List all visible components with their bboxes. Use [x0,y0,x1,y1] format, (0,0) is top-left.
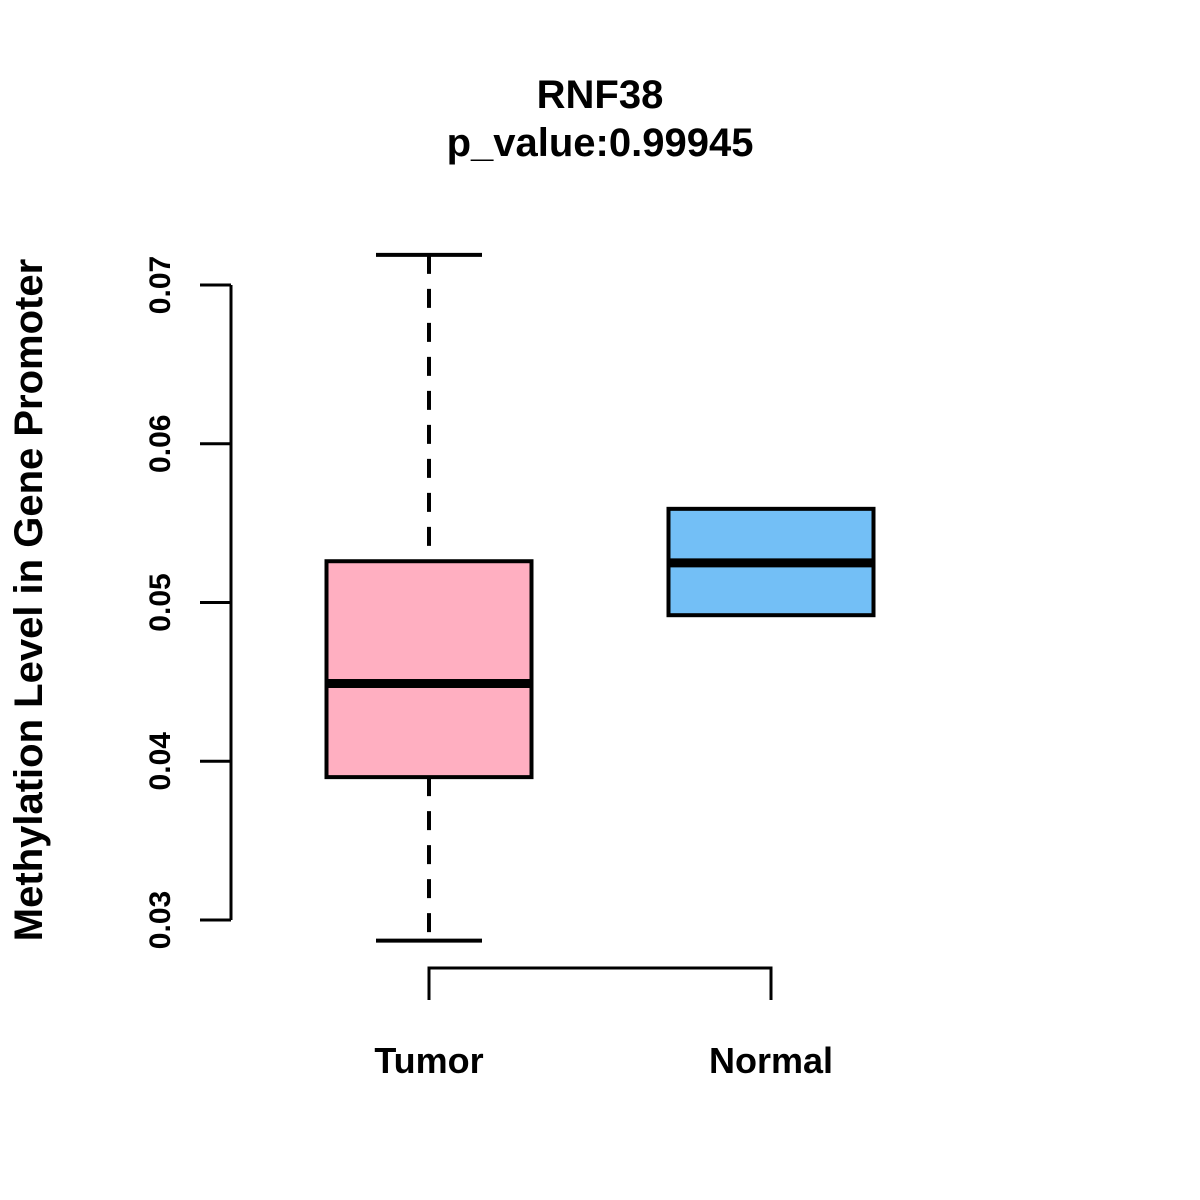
chart-title: RNF38 [537,73,664,117]
y-axis: 0.03 0.04 0.05 0.06 0.07 [144,256,233,949]
x-axis-bracket [427,966,773,1000]
x-category-label-normal: Normal [709,1040,833,1081]
y-tick-label: 0.05 [144,573,177,631]
x-axis: Tumor Normal [374,966,833,1081]
y-tick-label: 0.03 [144,891,177,949]
x-category-label-tumor: Tumor [374,1040,483,1081]
chart-subtitle: p_value:0.99945 [447,121,754,165]
boxes [324,252,876,943]
y-tick-label: 0.06 [144,415,177,473]
y-axis-label: Methylation Level in Gene Promoter [7,259,51,941]
box-tumor [324,559,534,780]
y-tick-label: 0.04 [144,732,177,791]
y-tick-label: 0.07 [144,256,177,314]
